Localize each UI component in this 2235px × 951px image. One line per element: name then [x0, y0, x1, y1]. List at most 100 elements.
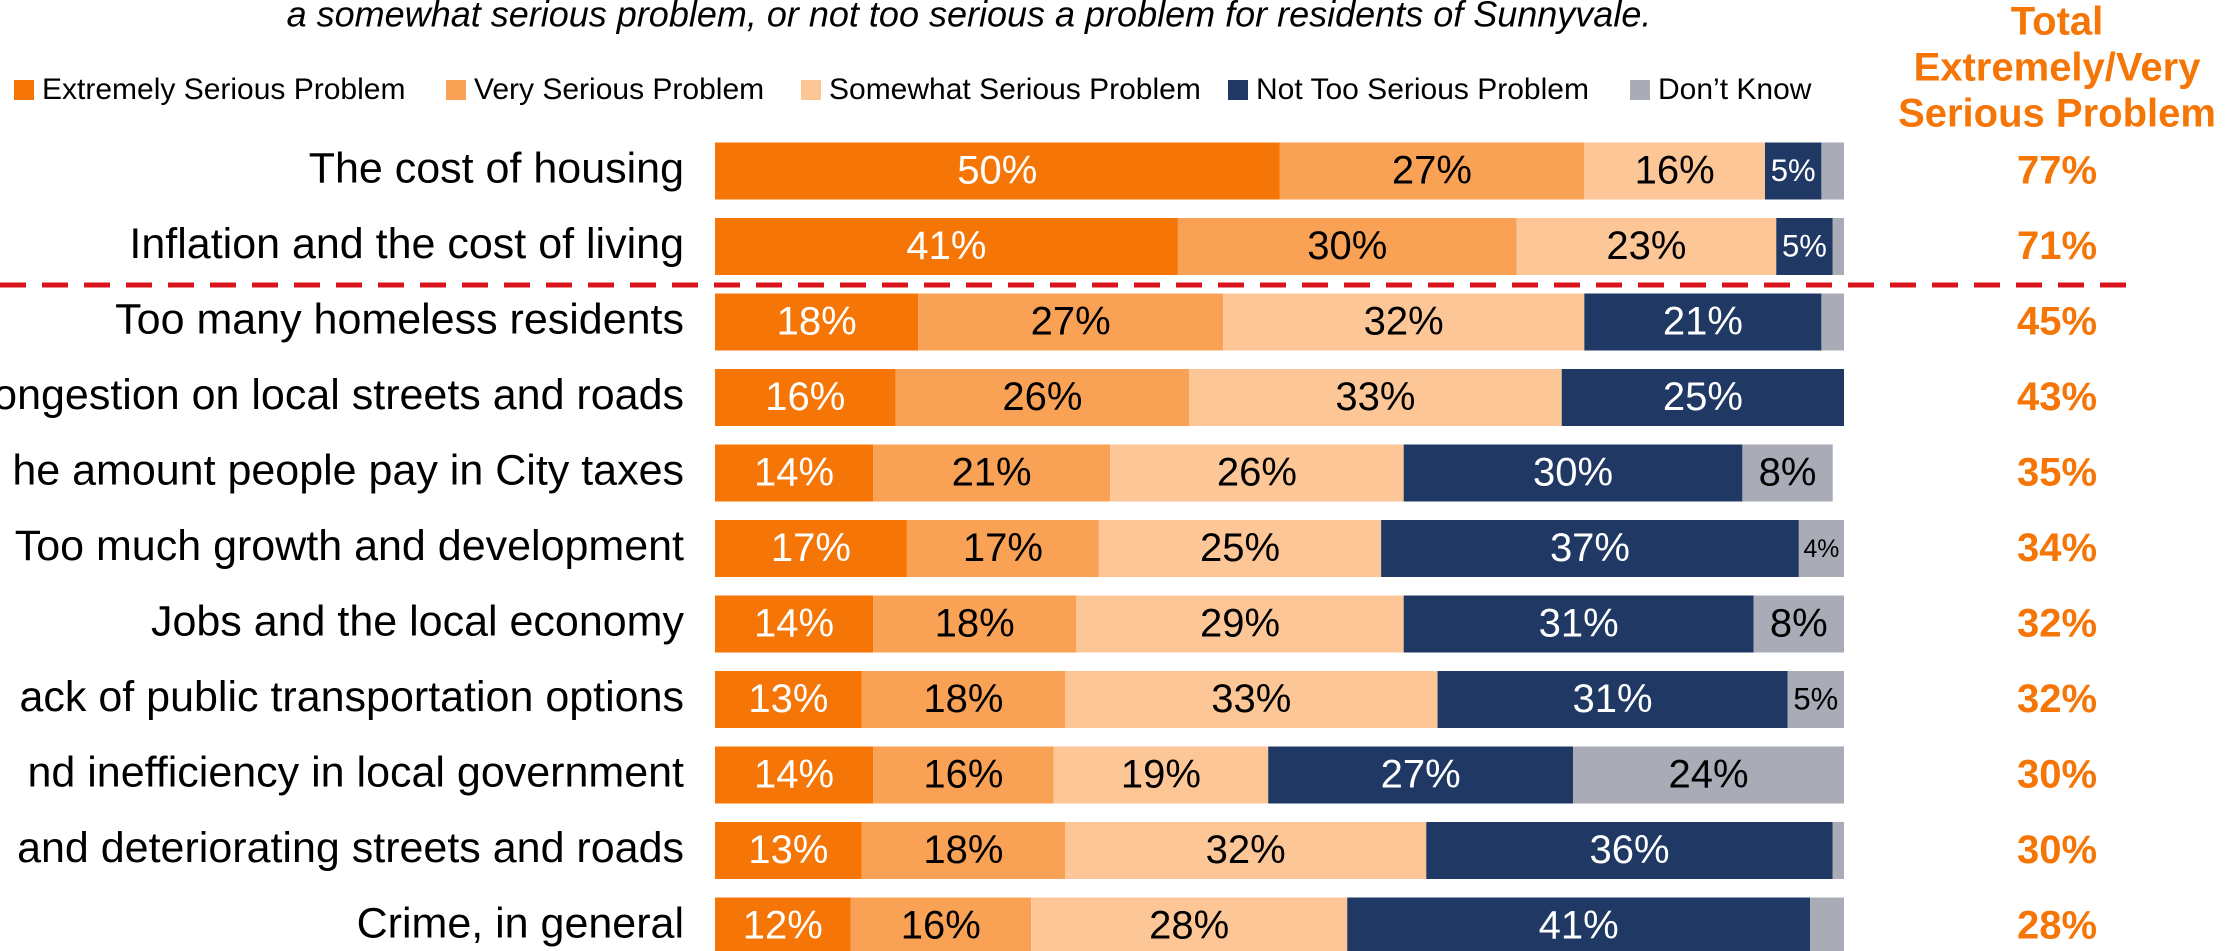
value-label: 24% — [1668, 753, 1748, 797]
value-label: 27% — [1031, 300, 1111, 344]
category-label: Jobs and the local economy — [151, 597, 685, 645]
value-label: 13% — [748, 677, 828, 721]
bar-segment — [1031, 897, 1348, 951]
bar-segment — [715, 218, 1178, 275]
value-label: 13% — [748, 828, 828, 872]
value-label: 12% — [743, 904, 823, 948]
bar-segment — [1810, 897, 1844, 951]
value-label: 30% — [1533, 451, 1613, 495]
bar-segment — [1584, 142, 1765, 200]
value-label: 23% — [1606, 224, 1686, 268]
bar-segment — [1753, 595, 1844, 653]
value-label: 41% — [906, 224, 986, 268]
value-label: 8% — [1759, 451, 1817, 495]
total-header: Extremely/Very — [1914, 46, 2202, 90]
bar-segment — [1347, 897, 1811, 951]
value-label: 27% — [1392, 149, 1472, 193]
bar-segment — [1426, 822, 1833, 879]
bar-segment — [1064, 671, 1438, 728]
value-label: 32% — [1206, 828, 1286, 872]
bar-segment — [1098, 520, 1382, 577]
chart-subtitle: a somewhat serious problem, or not too s… — [287, 0, 1652, 35]
category-label: ongestion on local streets and roads — [0, 371, 684, 419]
bar-segment — [850, 897, 1032, 951]
category-label: nd inefficiency in local government — [27, 748, 684, 796]
value-label: 26% — [1217, 451, 1297, 495]
bar-segment — [873, 595, 1077, 653]
value-label: 26% — [1002, 375, 1082, 419]
value-label: 31% — [1573, 677, 1653, 721]
bar-segment — [1764, 142, 1822, 200]
value-label: 16% — [901, 904, 981, 948]
bar-segment — [715, 671, 862, 728]
bar-segment — [1064, 822, 1427, 879]
legend-label: Not Too Serious Problem — [1256, 73, 1589, 106]
legend-label: Don’t Know — [1658, 73, 1812, 106]
bar-segment — [715, 293, 919, 351]
bar-segment — [906, 520, 1099, 577]
bar-segment — [873, 746, 1054, 804]
value-label: 16% — [923, 753, 1003, 797]
bar-segment — [918, 293, 1224, 351]
bar-segment — [1742, 444, 1833, 502]
bar-segment — [1787, 671, 1844, 728]
bar-segment — [1268, 746, 1574, 804]
category-label: The cost of housing — [309, 144, 684, 192]
bar-segment — [715, 369, 896, 426]
value-label: 16% — [765, 375, 845, 419]
bar-segment — [1223, 293, 1585, 351]
bar-segment — [895, 369, 1190, 426]
bar-segment — [1189, 369, 1562, 426]
bar-segment — [1053, 746, 1269, 804]
total-label: 71% — [2017, 224, 2097, 268]
value-label: 37% — [1550, 526, 1630, 570]
value-label: 25% — [1200, 526, 1280, 570]
total-label: 77% — [2017, 149, 2097, 193]
bar-segment — [1076, 595, 1404, 653]
value-label: 5% — [1793, 682, 1838, 717]
value-label: 30% — [1307, 224, 1387, 268]
value-label: 18% — [923, 828, 1003, 872]
total-label: 45% — [2017, 300, 2097, 344]
total-label: 30% — [2017, 753, 2097, 797]
bar-segment — [715, 142, 1280, 200]
total-label: 35% — [2017, 451, 2097, 495]
value-label: 14% — [754, 753, 834, 797]
value-label: 5% — [1782, 229, 1827, 264]
value-label: 16% — [1635, 149, 1715, 193]
bar-segment — [1832, 218, 1844, 275]
legend-label: Very Serious Problem — [474, 73, 764, 106]
value-label: 25% — [1663, 375, 1743, 419]
total-label: 32% — [2017, 602, 2097, 646]
value-label: 19% — [1121, 753, 1201, 797]
total-header: Total — [2011, 0, 2104, 44]
bar-segment — [1832, 822, 1844, 879]
value-label: 27% — [1381, 753, 1461, 797]
category-label: and deteriorating streets and roads — [17, 824, 684, 872]
value-label: 4% — [1803, 536, 1839, 563]
bar-segment — [861, 671, 1065, 728]
value-label: 33% — [1211, 677, 1291, 721]
bar-segment — [715, 746, 874, 804]
value-label: 41% — [1539, 904, 1619, 948]
bar-segment — [1403, 595, 1754, 653]
value-label: 18% — [923, 677, 1003, 721]
legend-swatch — [1228, 80, 1248, 100]
bar-segment — [715, 822, 862, 879]
bar-segment — [1516, 218, 1777, 275]
bar-segment — [1279, 142, 1585, 200]
total-label: 43% — [2017, 375, 2097, 419]
legend-swatch — [14, 80, 34, 100]
value-label: 36% — [1589, 828, 1669, 872]
total-label: 32% — [2017, 677, 2097, 721]
category-label: he amount people pay in City taxes — [12, 446, 684, 494]
total-label: 28% — [2017, 904, 2097, 948]
bar-segment — [715, 595, 874, 653]
bar-segment — [715, 444, 874, 502]
value-label: 29% — [1200, 602, 1280, 646]
category-label: Inflation and the cost of living — [129, 220, 684, 268]
value-label: 17% — [771, 526, 851, 570]
value-label: 14% — [754, 451, 834, 495]
